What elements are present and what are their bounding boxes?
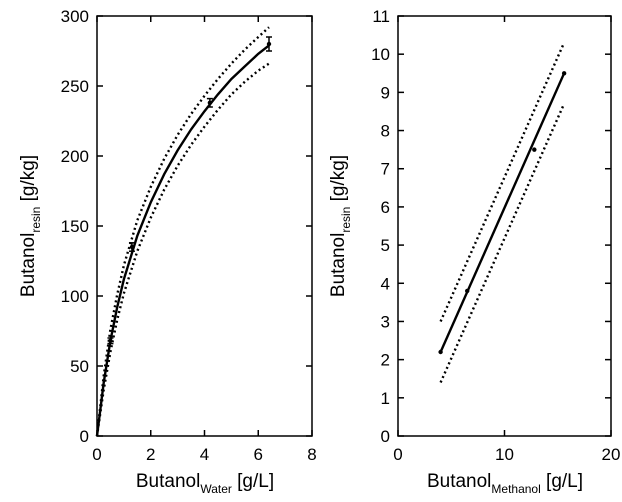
left-x-tick-label: 2	[146, 445, 155, 464]
right-y-axis-label-main: Butanol	[328, 233, 349, 297]
right-y-axis-label-sub: resin	[339, 207, 353, 233]
right-y-tick-label: 1	[381, 389, 390, 408]
right-y-axis-label-unit: [g/kg]	[328, 155, 349, 207]
right-y-tick-label: 8	[381, 122, 390, 141]
right-y-tick-label: 6	[381, 198, 390, 217]
right-lower-bound-line	[439, 103, 566, 383]
right-upper-bound-line	[439, 42, 566, 322]
left-x-tick-label: 0	[92, 445, 101, 464]
right-x-tick-label: 0	[393, 445, 402, 464]
right-y-tick-label: 7	[381, 160, 390, 179]
right-fit-line	[439, 72, 566, 353]
left-x-tick-label: 8	[307, 445, 316, 464]
right-plot-frame	[397, 15, 612, 437]
right-x-axis-label-main: Butanol	[427, 471, 491, 492]
right-y-tick-label: 11	[372, 7, 390, 26]
left-y-tick-label: 300	[61, 7, 89, 26]
right-x-axis-label: ButanolMethanol [g/L]	[427, 471, 583, 496]
left-data-point	[266, 41, 272, 47]
right-x-axis-label-sub: Methanol	[491, 482, 540, 496]
left-y-tick-label: 250	[61, 77, 89, 96]
right-data-point	[561, 71, 567, 76]
right-data-point	[465, 288, 470, 294]
left-data-point	[207, 100, 213, 106]
left-x-axis-label-main: Butanol	[136, 471, 200, 492]
right-panel: Butanolresin [g/kg] ButanolMethanol [g/L…	[328, 7, 620, 496]
right-y-tick-label: 0	[381, 427, 390, 446]
right-y-tick-label: 3	[381, 312, 390, 331]
left-fit-line	[95, 44, 270, 437]
left-y-tick-label: 150	[61, 217, 89, 236]
left-x-axis-label: ButanolWater [g/L]	[136, 471, 274, 496]
left-lower-bound-line	[95, 62, 270, 437]
right-data-point	[438, 349, 443, 355]
right-y-axis-label: Butanolresin [g/kg]	[328, 155, 353, 297]
left-y-tick-label: 100	[61, 287, 89, 306]
left-x-tick-label: 6	[254, 445, 263, 464]
right-data-point	[532, 147, 537, 152]
left-y-axis-label: Butanolresin [g/kg]	[18, 155, 43, 297]
right-x-axis-label-unit: [g/L]	[541, 471, 583, 492]
right-y-tick-label: 9	[381, 83, 390, 102]
left-upper-bound-line	[95, 26, 270, 437]
right-x-tick-label: 20	[602, 445, 621, 464]
right-y-tick-label: 10	[371, 45, 390, 64]
left-y-tick-label: 0	[80, 427, 89, 446]
left-y-axis-label-main: Butanol	[18, 233, 39, 297]
left-x-axis-label-unit: [g/L]	[232, 471, 274, 492]
left-panel: Butanolresin [g/kg] ButanolWater [g/L] 0…	[18, 7, 317, 496]
left-plot-frame	[96, 15, 313, 437]
right-y-tick-label: 2	[381, 351, 390, 370]
left-y-axis-label-unit: [g/kg]	[18, 155, 39, 207]
right-y-tick-label: 4	[381, 274, 390, 293]
left-x-tick-label: 4	[200, 445, 209, 464]
left-y-tick-label: 50	[70, 357, 89, 376]
left-x-axis-label-sub: Water	[200, 482, 232, 496]
left-data-point	[129, 244, 135, 250]
right-y-tick-label: 5	[381, 236, 390, 255]
right-x-tick-label: 10	[495, 445, 514, 464]
left-y-axis-label-sub: resin	[29, 207, 43, 233]
left-y-tick-label: 200	[61, 147, 89, 166]
left-data-point	[108, 338, 113, 343]
